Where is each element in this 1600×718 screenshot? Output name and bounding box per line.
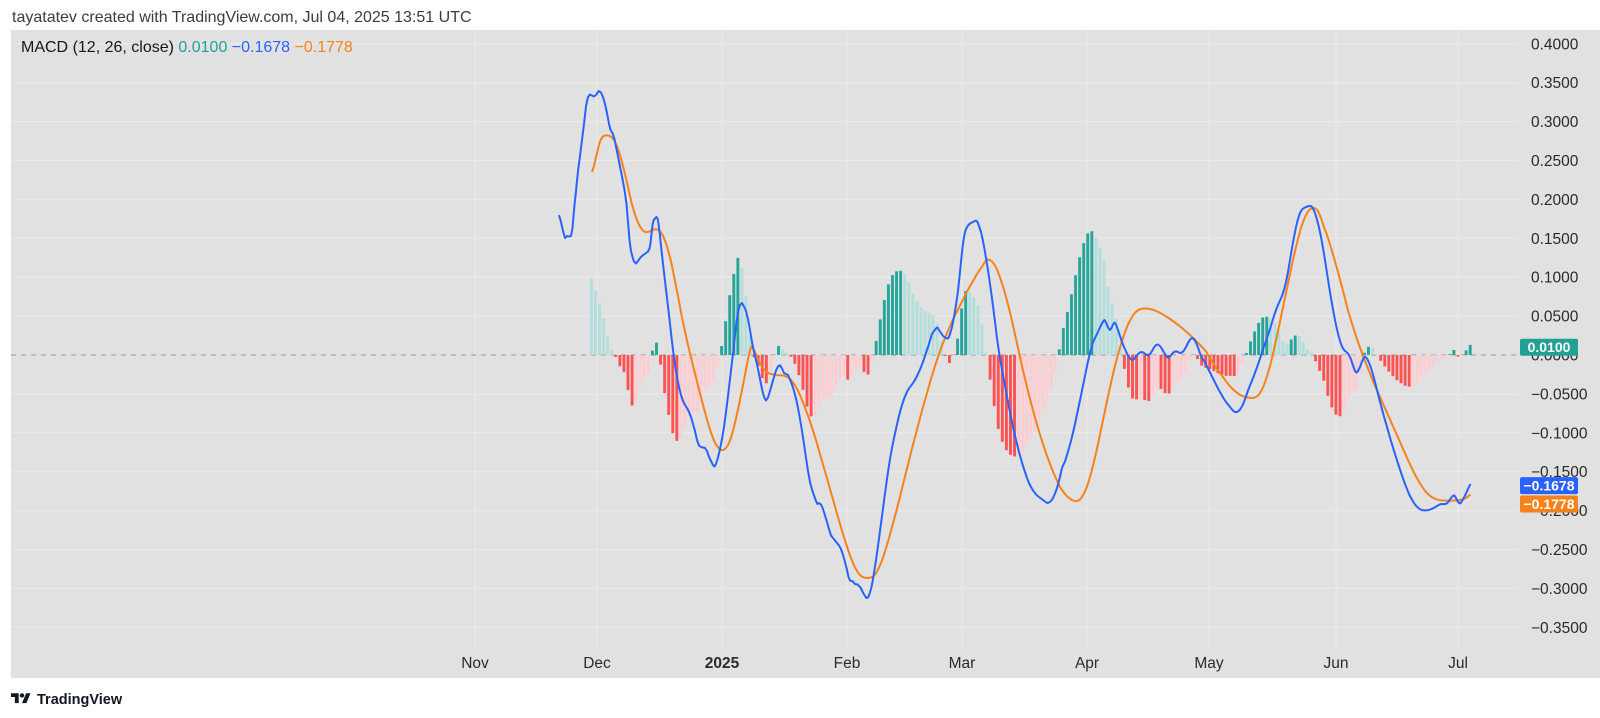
svg-text:−0.0500: −0.0500 (1531, 386, 1588, 403)
svg-text:2025: 2025 (705, 655, 740, 672)
svg-text:MACD (12, 26, close) 0.0100: MACD (12, 26, close) 0.0100 −0.1678 −0.1… (21, 39, 353, 56)
svg-text:Feb: Feb (834, 655, 861, 672)
svg-text:−0.1500: −0.1500 (1531, 464, 1588, 481)
svg-text:May: May (1194, 655, 1224, 672)
svg-text:tayatatev created with Trading: tayatatev created with TradingView.com, … (12, 9, 472, 26)
svg-text:0.0100: 0.0100 (1528, 339, 1571, 355)
svg-text:TradingView: TradingView (37, 692, 123, 708)
svg-text:Jun: Jun (1324, 655, 1349, 672)
svg-text:−0.3000: −0.3000 (1531, 581, 1588, 598)
svg-text:Apr: Apr (1075, 655, 1099, 672)
svg-text:−0.3500: −0.3500 (1531, 620, 1588, 637)
svg-text:Mar: Mar (949, 655, 976, 672)
svg-text:−0.1778: −0.1778 (1524, 496, 1575, 512)
svg-text:0.3500: 0.3500 (1531, 75, 1579, 92)
svg-text:−0.2500: −0.2500 (1531, 542, 1588, 559)
svg-text:−0.1678: −0.1678 (1524, 478, 1575, 494)
svg-text:0.2500: 0.2500 (1531, 153, 1579, 170)
svg-text:0.3000: 0.3000 (1531, 114, 1579, 131)
svg-text:0.1500: 0.1500 (1531, 231, 1579, 248)
svg-text:0.1000: 0.1000 (1531, 270, 1579, 287)
svg-text:Jul: Jul (1448, 655, 1468, 672)
svg-text:−0.1000: −0.1000 (1531, 425, 1588, 442)
svg-text:0.4000: 0.4000 (1531, 36, 1579, 53)
svg-text:Dec: Dec (583, 655, 611, 672)
svg-text:0.2000: 0.2000 (1531, 192, 1579, 209)
svg-text:Nov: Nov (461, 655, 489, 672)
svg-text:0.0500: 0.0500 (1531, 309, 1579, 326)
